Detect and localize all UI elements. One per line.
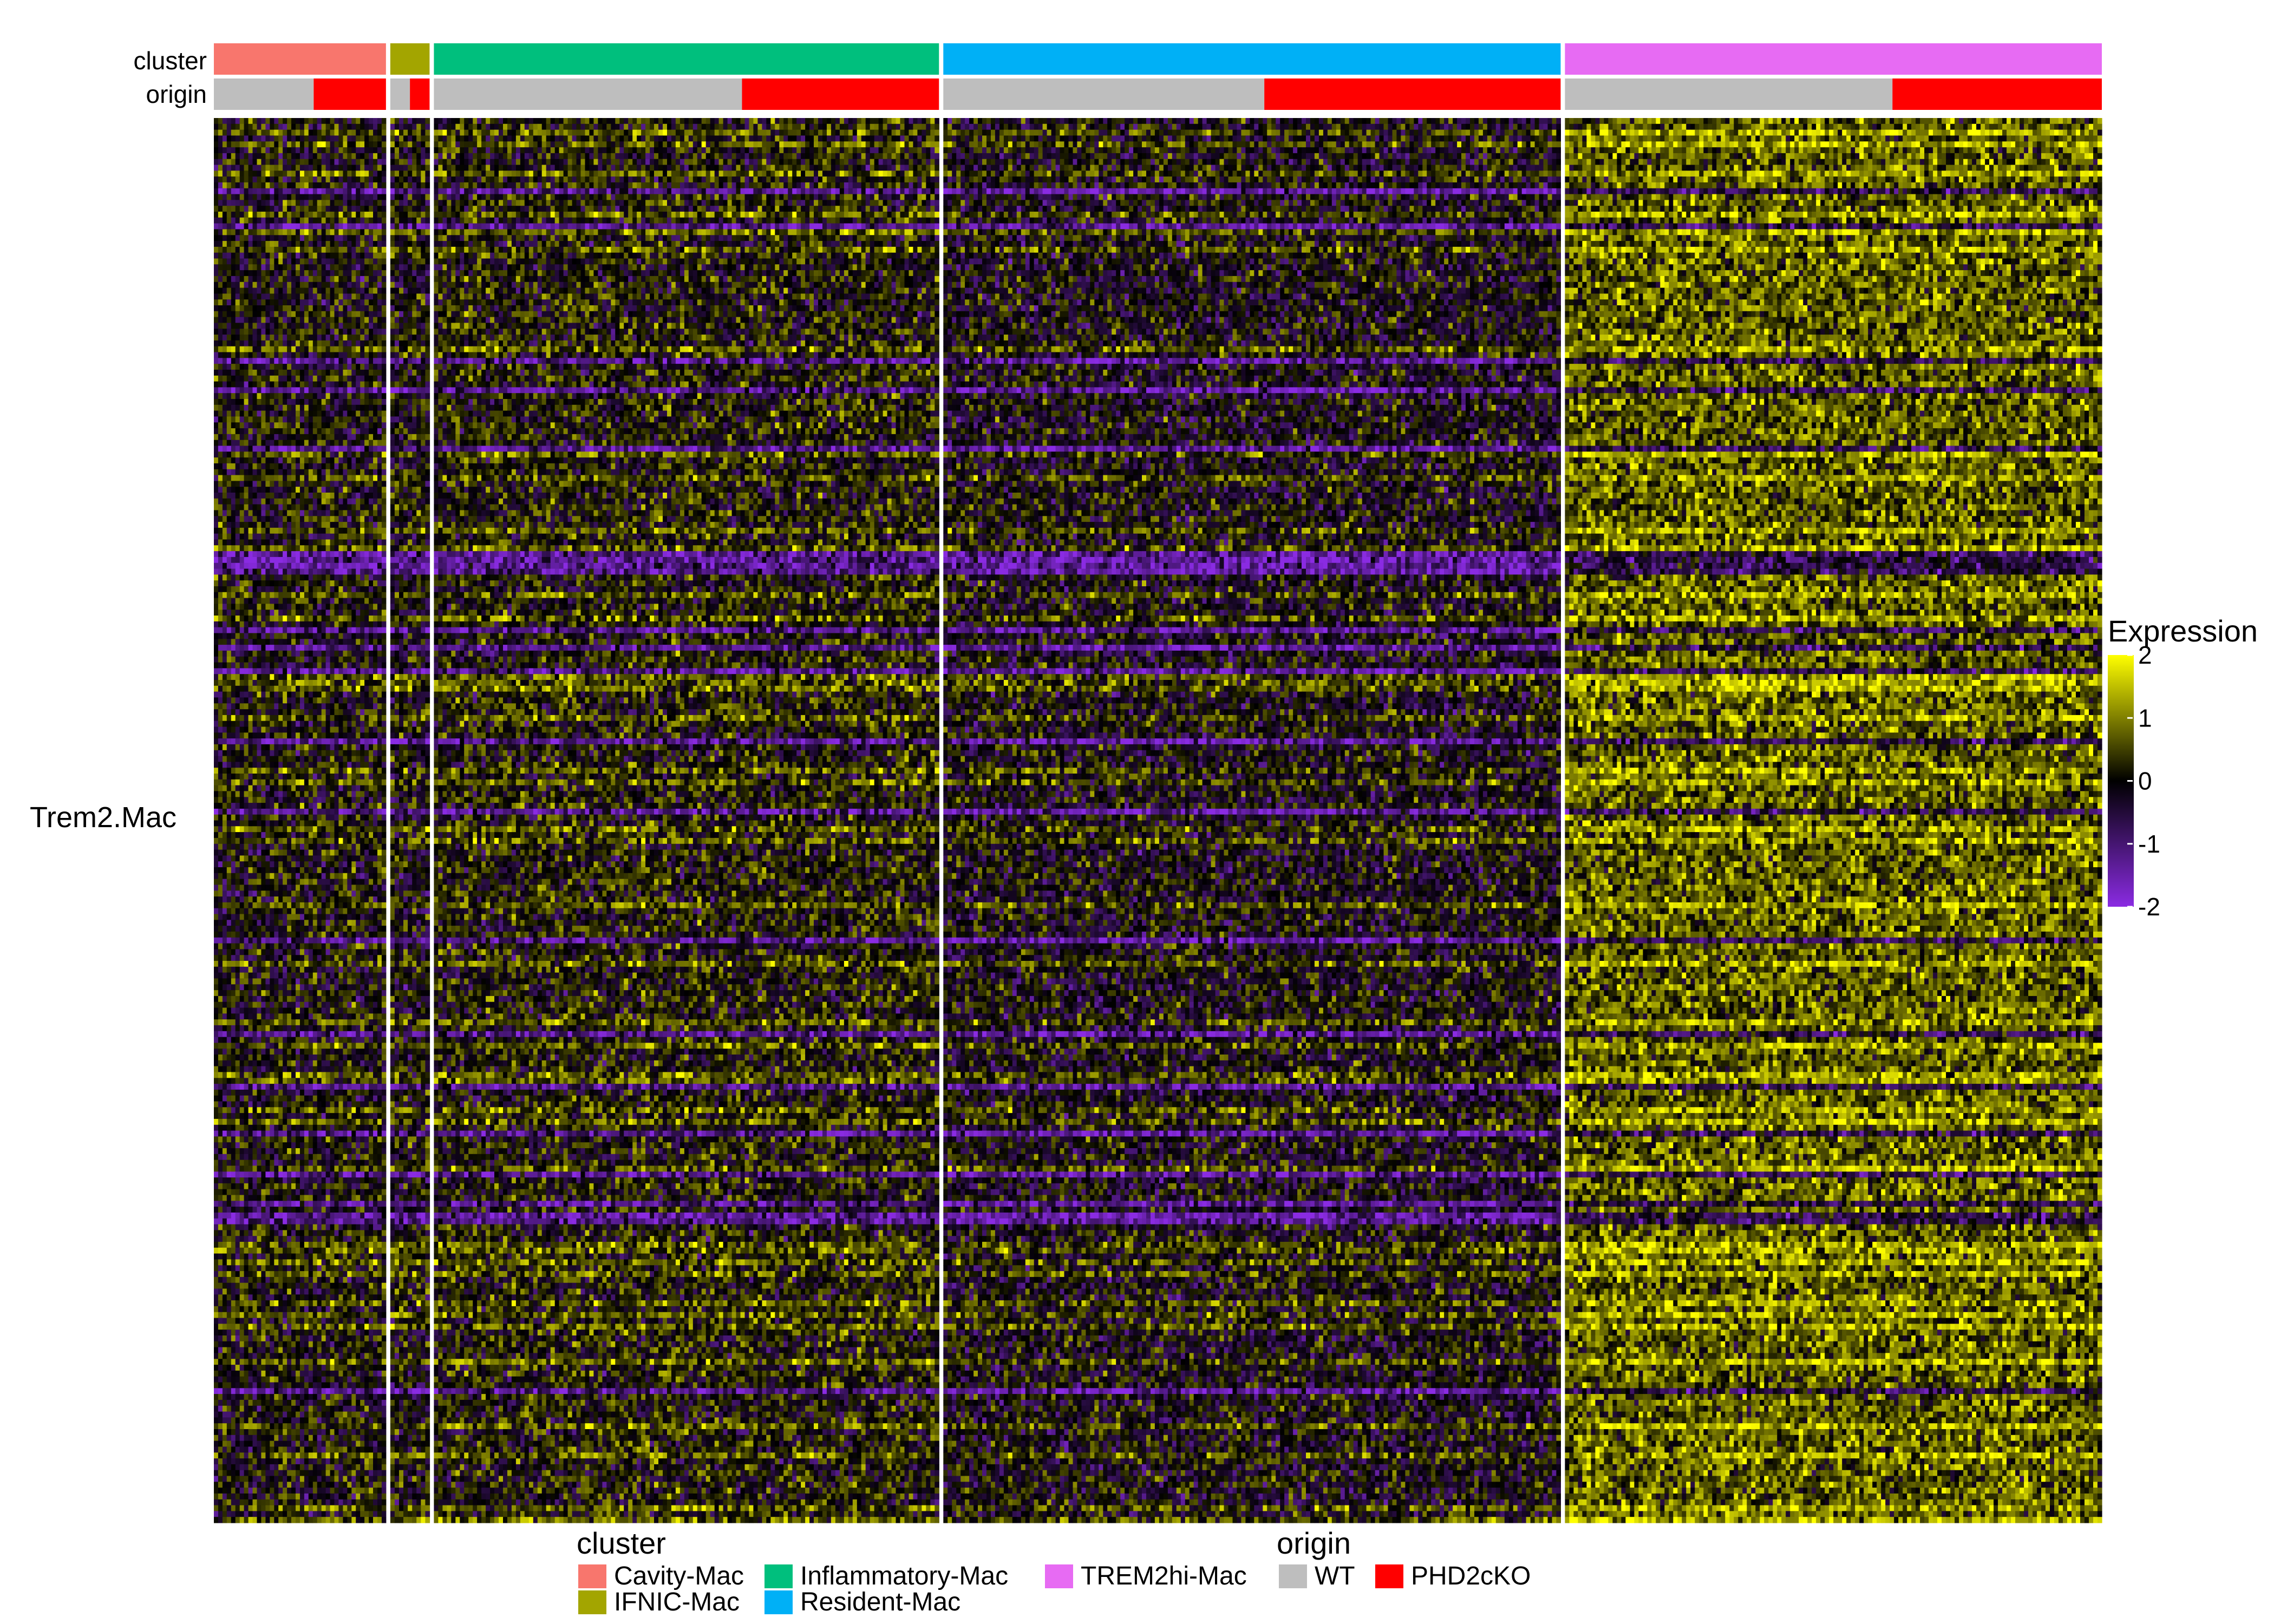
scale-tick-label: -2	[2138, 893, 2160, 921]
origin-bar-phd2cko	[742, 78, 939, 110]
legend-swatch-ifnic-mac	[578, 1590, 606, 1614]
heatmap-block-ifnic-mac	[390, 118, 430, 1523]
cluster-bar-resident-mac	[943, 43, 1560, 75]
heatmap-block-resident-mac	[943, 118, 1561, 1523]
origin-bar-phd2cko	[313, 78, 386, 110]
scale-tick-label: -1	[2138, 830, 2160, 858]
legend-label-cavity-mac: Cavity-Mac	[614, 1562, 744, 1590]
origin-bar-phd2cko	[1892, 78, 2102, 110]
legend-swatch-phd2cko	[1375, 1564, 1403, 1588]
row-group-label: Trem2.Mac	[30, 801, 177, 834]
legend-label-trem2hi-mac: TREM2hi-Mac	[1081, 1562, 1247, 1590]
cluster-legend-title: cluster	[577, 1526, 666, 1560]
legend-label-ifnic-mac: IFNIC-Mac	[614, 1588, 740, 1616]
cluster-bar-ifnic-mac	[390, 43, 430, 75]
scale-tick-label: 1	[2138, 704, 2152, 732]
legend-label-resident-mac: Resident-Mac	[800, 1588, 960, 1616]
cluster-bar-inflammatory-mac	[434, 43, 939, 75]
origin-bar-phd2cko	[410, 78, 429, 110]
origin-legend-title: origin	[1277, 1526, 1351, 1560]
heatmap-body	[214, 118, 2102, 1523]
legend-swatch-wt	[1279, 1564, 1307, 1588]
color-scale-title: Expression	[2108, 614, 2258, 648]
heatmap-block-cavity-mac	[214, 118, 386, 1523]
origin-bar-wt	[214, 78, 313, 110]
legend-label-wt: WT	[1315, 1562, 1355, 1590]
legend-swatch-trem2hi-mac	[1045, 1564, 1073, 1588]
origin-bar-wt	[390, 78, 410, 110]
heatmap-block-inflammatory-mac	[434, 118, 939, 1523]
origin-bar-phd2cko	[1264, 78, 1560, 110]
legend-swatch-inflammatory-mac	[764, 1564, 793, 1588]
heatmap-block-trem2hi-mac	[1565, 118, 2102, 1523]
annotation-bars	[214, 43, 2102, 110]
cluster-row-label: cluster	[134, 47, 207, 75]
legend-swatch-resident-mac	[764, 1590, 793, 1614]
scale-tick-label: 0	[2138, 767, 2152, 795]
origin-bar-wt	[943, 78, 1264, 110]
origin-row-label: origin	[146, 80, 207, 108]
legend-label-phd2cko: PHD2cKO	[1411, 1562, 1531, 1590]
cluster-bar-trem2hi-mac	[1565, 43, 2102, 75]
legend-label-inflammatory-mac: Inflammatory-Mac	[800, 1562, 1008, 1590]
scale-tick-label: 2	[2138, 641, 2152, 669]
origin-bar-wt	[1565, 78, 1892, 110]
origin-bar-wt	[434, 78, 742, 110]
legend-swatch-cavity-mac	[578, 1564, 606, 1588]
cluster-bar-cavity-mac	[214, 43, 386, 75]
